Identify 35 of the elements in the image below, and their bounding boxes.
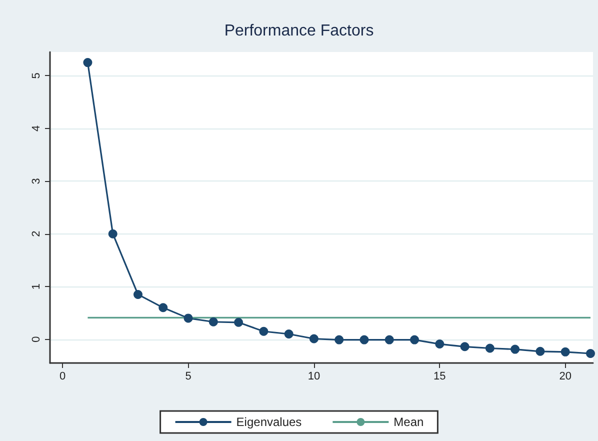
point [184, 314, 193, 323]
legend-label: Eigenvalues [236, 415, 302, 429]
point [208, 317, 218, 326]
y-tick-label: 0 [30, 336, 42, 342]
point [460, 342, 470, 352]
y-tick-label: 1 [30, 284, 42, 290]
point [485, 344, 494, 353]
point [360, 335, 369, 344]
point [384, 335, 394, 344]
point [234, 318, 244, 327]
x-tick-label: 10 [308, 370, 320, 382]
point [510, 344, 520, 354]
x-tick-label: 20 [559, 370, 572, 382]
point [83, 58, 92, 68]
legend-label: Mean [394, 415, 424, 429]
point [560, 347, 570, 356]
y-tick-label: 2 [30, 230, 42, 237]
y-tick-label: 5 [30, 72, 42, 79]
point [536, 346, 545, 356]
point [586, 349, 595, 358]
x-tick-label: 0 [60, 370, 66, 382]
x-tick-label: 5 [185, 370, 192, 382]
point [334, 335, 344, 344]
point [108, 229, 118, 238]
point [309, 334, 318, 344]
y-tick-label: 4 [30, 125, 42, 132]
point [435, 340, 444, 349]
point [158, 303, 168, 312]
point [133, 290, 142, 299]
point [259, 326, 268, 336]
y-tick-label: 3 [30, 178, 42, 184]
point [284, 330, 294, 339]
point [410, 335, 420, 344]
x-tick-label: 15 [434, 370, 446, 382]
chart-title: Performance Factors [224, 22, 374, 40]
